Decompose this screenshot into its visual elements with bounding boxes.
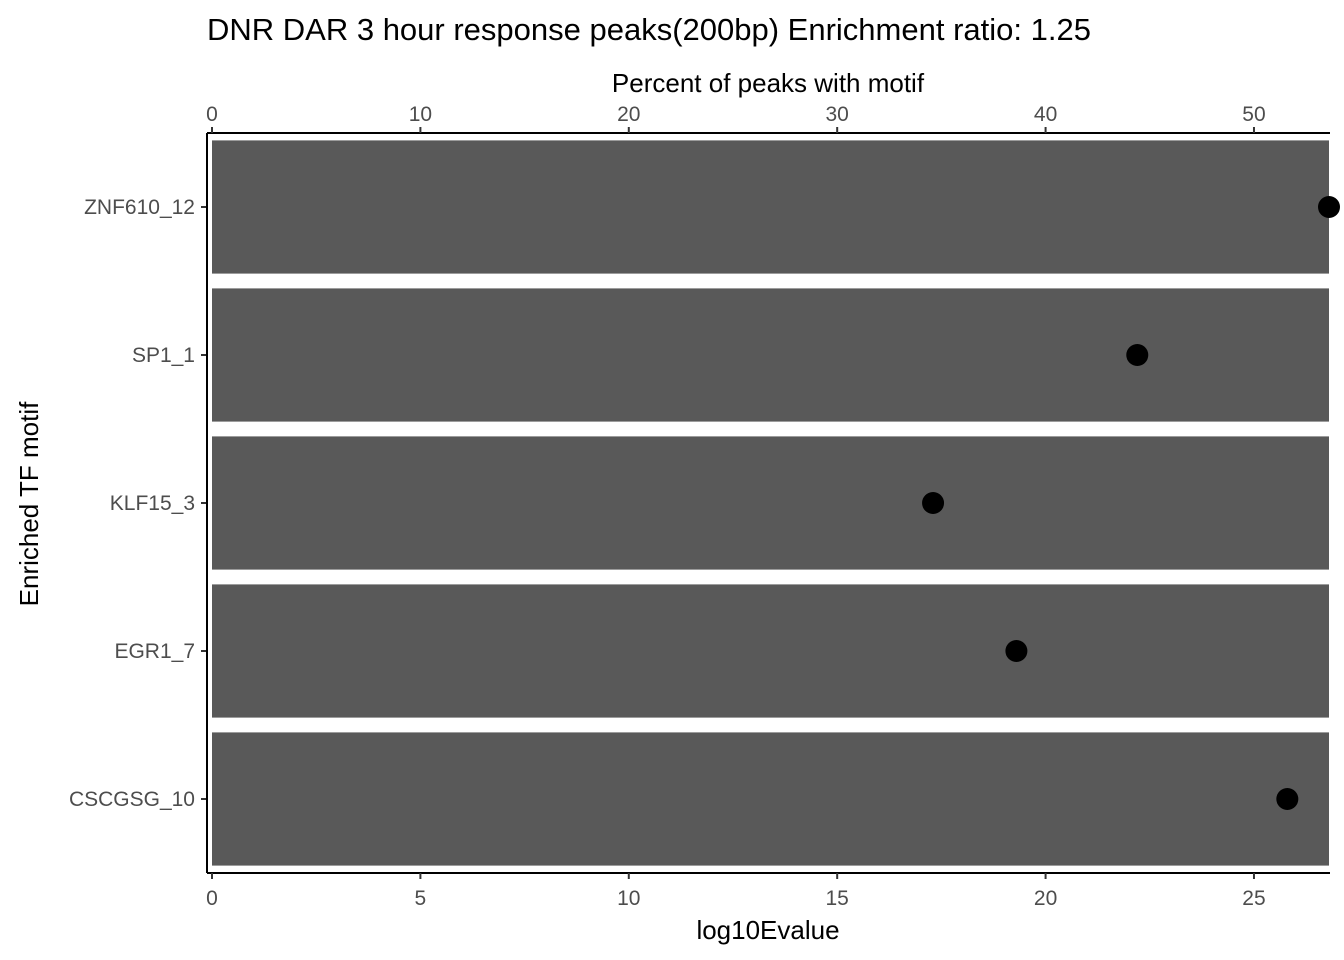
bar-sp1-1 <box>212 288 1329 422</box>
point-klf15-3 <box>922 492 945 514</box>
points-layer <box>922 196 1340 810</box>
x-axis-bottom-title: log10Evalue <box>696 915 839 945</box>
y-tick-label: EGR1_7 <box>114 640 195 663</box>
x-bottom-tick-label: 20 <box>1034 887 1057 910</box>
x-bottom-tick-label: 15 <box>826 887 849 910</box>
y-tick-label: SP1_1 <box>132 344 195 367</box>
bar-cscgsg-10 <box>212 732 1329 866</box>
x-top-tick-label: 30 <box>826 103 849 126</box>
x-top-tick-label: 10 <box>409 103 432 126</box>
axes-layer: ZNF610_12 SP1_1 KLF15_3 EGR1_7 CSCGSG_10 0 5 10… <box>69 103 1330 910</box>
y-tick-label: KLF15_3 <box>110 492 195 515</box>
x-bottom-tick-label: 25 <box>1242 887 1265 910</box>
bars-layer <box>212 140 1329 866</box>
y-axis-title: Enriched TF motif <box>14 401 44 606</box>
bar-znf610-12 <box>212 140 1329 274</box>
x-top-tick-label: 50 <box>1242 103 1265 126</box>
x-bottom-tick-label: 5 <box>415 887 427 910</box>
chart-title: DNR DAR 3 hour response peaks(200bp) Enr… <box>207 12 1091 47</box>
point-sp1-1 <box>1126 344 1149 366</box>
x-axis-top-title: Percent of peaks with motif <box>612 68 925 98</box>
x-bottom-tick-label: 10 <box>617 887 640 910</box>
bar-egr1-7 <box>212 584 1329 718</box>
x-top-tick-label: 20 <box>617 103 640 126</box>
y-tick-label: CSCGSG_10 <box>69 788 195 811</box>
point-znf610-12 <box>1318 196 1340 218</box>
point-cscgsg-10 <box>1276 788 1299 810</box>
x-bottom-tick-label: 0 <box>206 887 218 910</box>
x-top-tick-label: 40 <box>1034 103 1057 126</box>
x-top-tick-label: 0 <box>206 103 218 126</box>
point-egr1-7 <box>1005 640 1028 662</box>
bar-klf15-3 <box>212 436 1329 570</box>
y-tick-label: ZNF610_12 <box>84 196 195 219</box>
